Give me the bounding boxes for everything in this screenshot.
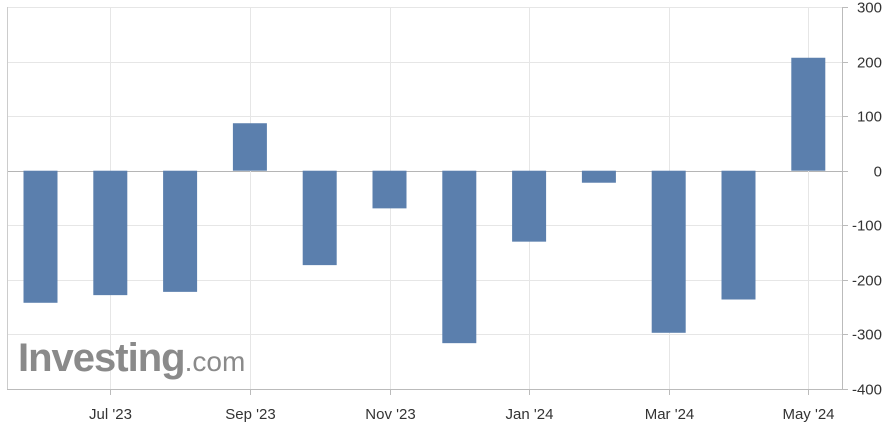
bar[interactable] xyxy=(372,170,407,209)
y-tick-label: 200 xyxy=(857,55,882,72)
bar[interactable] xyxy=(232,123,267,171)
bar[interactable] xyxy=(791,57,826,171)
y-tick-label: -300 xyxy=(852,327,882,344)
watermark-main-text: Investing xyxy=(18,336,186,380)
y-tick-labels: 300 200 100 0 -100 -200 -300 -400 xyxy=(852,0,882,399)
x-tick-label: Jan '24 xyxy=(506,406,554,423)
bar[interactable] xyxy=(651,170,686,333)
y-tick-label: -400 xyxy=(852,382,882,399)
y-tick-label: 300 xyxy=(857,0,882,17)
x-tick-label: Nov '23 xyxy=(365,406,415,423)
x-tick-label: Mar '24 xyxy=(645,406,695,423)
bar[interactable] xyxy=(721,170,756,300)
x-tick-label: Jul '23 xyxy=(89,406,132,423)
bar[interactable] xyxy=(163,170,198,292)
bar[interactable] xyxy=(302,170,337,266)
x-tick-labels: Jul '23 Sep '23 Nov '23 Jan '24 Mar '24 May '… xyxy=(89,406,834,423)
y-tick-label: -100 xyxy=(852,218,882,235)
investing-logo-watermark: Investing.com xyxy=(18,336,245,381)
x-tick-label: May '24 xyxy=(782,406,834,423)
y-tick-label: 100 xyxy=(857,109,882,126)
bar[interactable] xyxy=(93,170,128,296)
bar[interactable] xyxy=(23,170,58,303)
y-tick-label: -200 xyxy=(852,273,882,290)
x-tick-label: Sep '23 xyxy=(225,406,275,423)
watermark-sub-text: .com xyxy=(184,346,246,377)
bars xyxy=(23,57,826,344)
y-tick-label: 0 xyxy=(874,164,882,181)
bar[interactable] xyxy=(581,170,616,183)
bar[interactable] xyxy=(512,170,547,242)
grid-lines xyxy=(7,7,842,390)
axes xyxy=(7,7,848,395)
bar[interactable] xyxy=(442,170,477,344)
